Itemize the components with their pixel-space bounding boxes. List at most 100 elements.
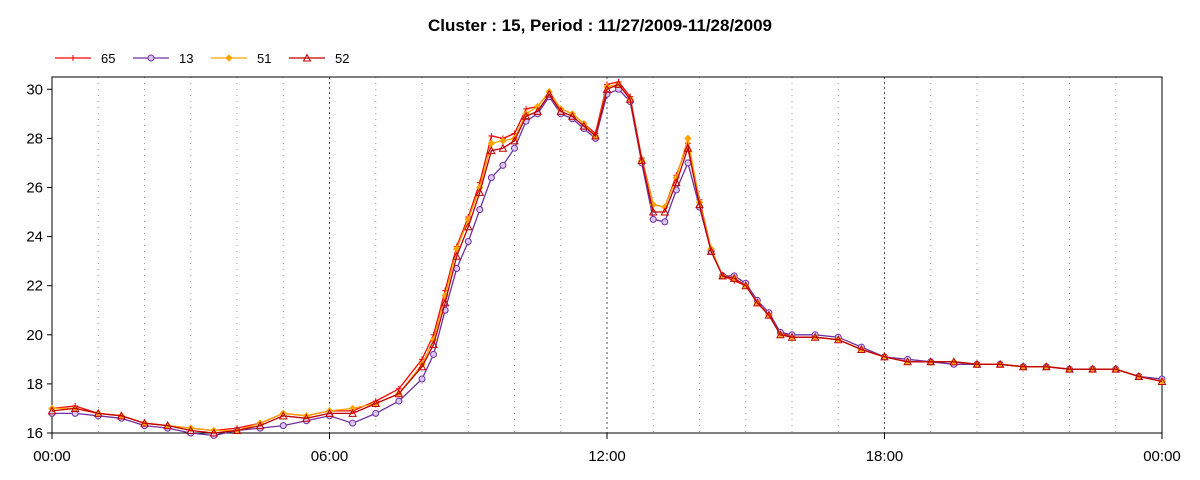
data-point: [499, 161, 507, 169]
data-point: [163, 421, 172, 430]
data-point: [394, 389, 404, 398]
x-tick-label: 00:00: [33, 448, 71, 465]
x-tick-label: 06:00: [311, 448, 349, 465]
x-tick-label: 12:00: [588, 448, 626, 465]
data-point: [476, 206, 484, 214]
data-point: [521, 111, 531, 120]
data-point: [660, 207, 670, 216]
data-point: [279, 422, 287, 430]
data-point: [637, 155, 647, 164]
y-tick-label: 18: [26, 376, 43, 393]
data-point: [232, 425, 242, 435]
legend-label: 51: [257, 51, 271, 66]
data-point: [718, 271, 727, 280]
legend-item-51: 51: [211, 51, 271, 66]
data-point: [510, 136, 519, 145]
data-point: [926, 357, 936, 366]
y-tick-label: 22: [26, 278, 43, 295]
plot-area-frame: [51, 76, 1163, 434]
data-point: [417, 362, 427, 371]
legend-label: 52: [335, 51, 349, 66]
data-point: [683, 143, 693, 152]
series-layer: [47, 78, 1167, 439]
data-point: [949, 357, 959, 366]
legend-item-65: 65: [55, 51, 115, 66]
data-point: [349, 419, 357, 427]
data-point: [47, 406, 57, 415]
data-point: [903, 357, 912, 366]
data-point: [706, 246, 716, 255]
data-point: [672, 178, 681, 187]
data-point: [741, 281, 751, 290]
legend-item-13: 13: [133, 51, 193, 66]
data-point: [117, 411, 126, 420]
data-point: [1157, 376, 1167, 385]
data-point: [463, 222, 473, 231]
y-tick-label: 28: [26, 130, 43, 147]
data-point: [764, 310, 774, 319]
data-point: [602, 84, 612, 93]
x-tick-label: 00:00: [1143, 448, 1181, 465]
axes: 16 18 20 22 24 26 28 30 00:00 06:00 12:00 18:00 00:0…: [26, 81, 1180, 465]
data-point: [418, 375, 426, 383]
data-point: [729, 273, 739, 282]
data-point: [371, 398, 381, 408]
data-point: [430, 350, 438, 358]
data-point: [70, 403, 80, 412]
data-point: [533, 102, 542, 111]
data-point: [661, 218, 669, 226]
data-point: [880, 352, 889, 361]
y-tick-label: 16: [26, 425, 43, 442]
x-tick-label: 18:00: [866, 448, 904, 465]
grid-lines: [97, 77, 1117, 433]
chart-title: Cluster : 15, Period : 11/27/2009-11/28/…: [428, 16, 772, 35]
data-point: [186, 425, 196, 435]
data-point: [972, 359, 982, 368]
data-point: [684, 134, 692, 143]
y-tick-label: 26: [26, 179, 43, 196]
data-point: [1018, 362, 1028, 371]
data-point: [579, 121, 589, 130]
data-point: [1111, 364, 1121, 373]
data-point: [544, 89, 554, 98]
series-52: [47, 79, 1167, 437]
data-point: [348, 408, 357, 417]
data-point: [498, 143, 508, 152]
data-point: [487, 174, 495, 182]
data-point: [487, 146, 496, 155]
legend-label: 65: [101, 51, 115, 66]
data-point: [452, 251, 462, 260]
data-point: [209, 428, 219, 437]
data-point: [995, 359, 1005, 368]
data-point: [1042, 362, 1051, 371]
data-point: [833, 335, 843, 344]
data-point: [511, 144, 518, 152]
data-point: [255, 421, 265, 430]
data-point: [857, 344, 866, 354]
data-point: [614, 79, 623, 88]
data-point: [429, 340, 438, 349]
data-point: [395, 397, 403, 405]
data-point: [810, 332, 820, 341]
data-point: [649, 215, 657, 223]
legend-marker: [302, 53, 312, 62]
data-point: [1065, 364, 1074, 373]
data-point: [1088, 364, 1097, 373]
data-point: [556, 106, 566, 115]
legend-marker: [70, 55, 76, 61]
data-point: [488, 132, 495, 139]
data-point: [648, 207, 658, 216]
data-point: [787, 332, 797, 341]
data-point: [93, 408, 103, 417]
legend-label: 13: [179, 51, 193, 66]
legend-marker: [147, 54, 155, 62]
data-point: [776, 330, 785, 339]
data-point: [567, 111, 577, 120]
data-point: [140, 418, 149, 427]
legend-marker: [225, 54, 233, 62]
data-point: [302, 413, 311, 422]
data-point: [1134, 371, 1144, 381]
data-point: [475, 187, 485, 196]
